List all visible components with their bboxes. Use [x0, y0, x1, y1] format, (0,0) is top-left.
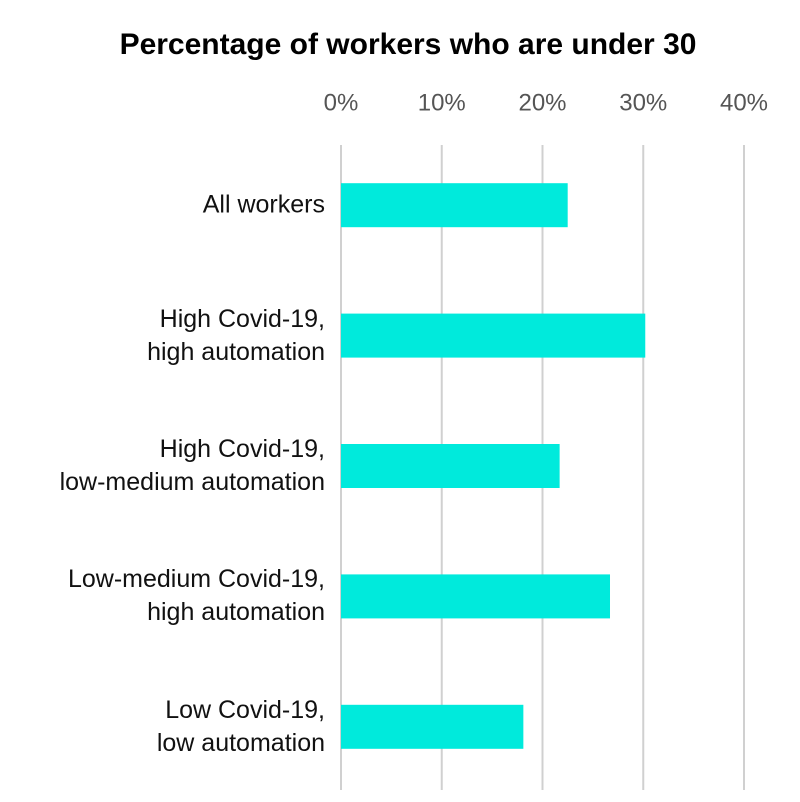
x-tick-label: 20%	[518, 89, 566, 116]
bar	[341, 574, 611, 619]
x-tick-label: 10%	[418, 89, 466, 116]
y-tick-label: Low-medium Covid-19, high automation	[67, 565, 325, 627]
y-tick-label: High Covid-19, low-medium automation	[59, 435, 325, 496]
bar	[341, 183, 568, 228]
x-tick-label: 0%	[324, 89, 359, 116]
y-tick-label: All workers	[202, 190, 325, 219]
x-tick-label: 40%	[720, 89, 768, 116]
y-tick-label: Low Covid-19, low automation	[156, 695, 325, 757]
bar	[341, 704, 524, 749]
bar	[341, 444, 560, 488]
bar	[341, 313, 646, 358]
chart-title: Percentage of workers who are under 30	[120, 28, 697, 61]
y-tick-label: High Covid-19, high automation	[147, 304, 325, 366]
x-tick-label: 30%	[619, 89, 667, 116]
